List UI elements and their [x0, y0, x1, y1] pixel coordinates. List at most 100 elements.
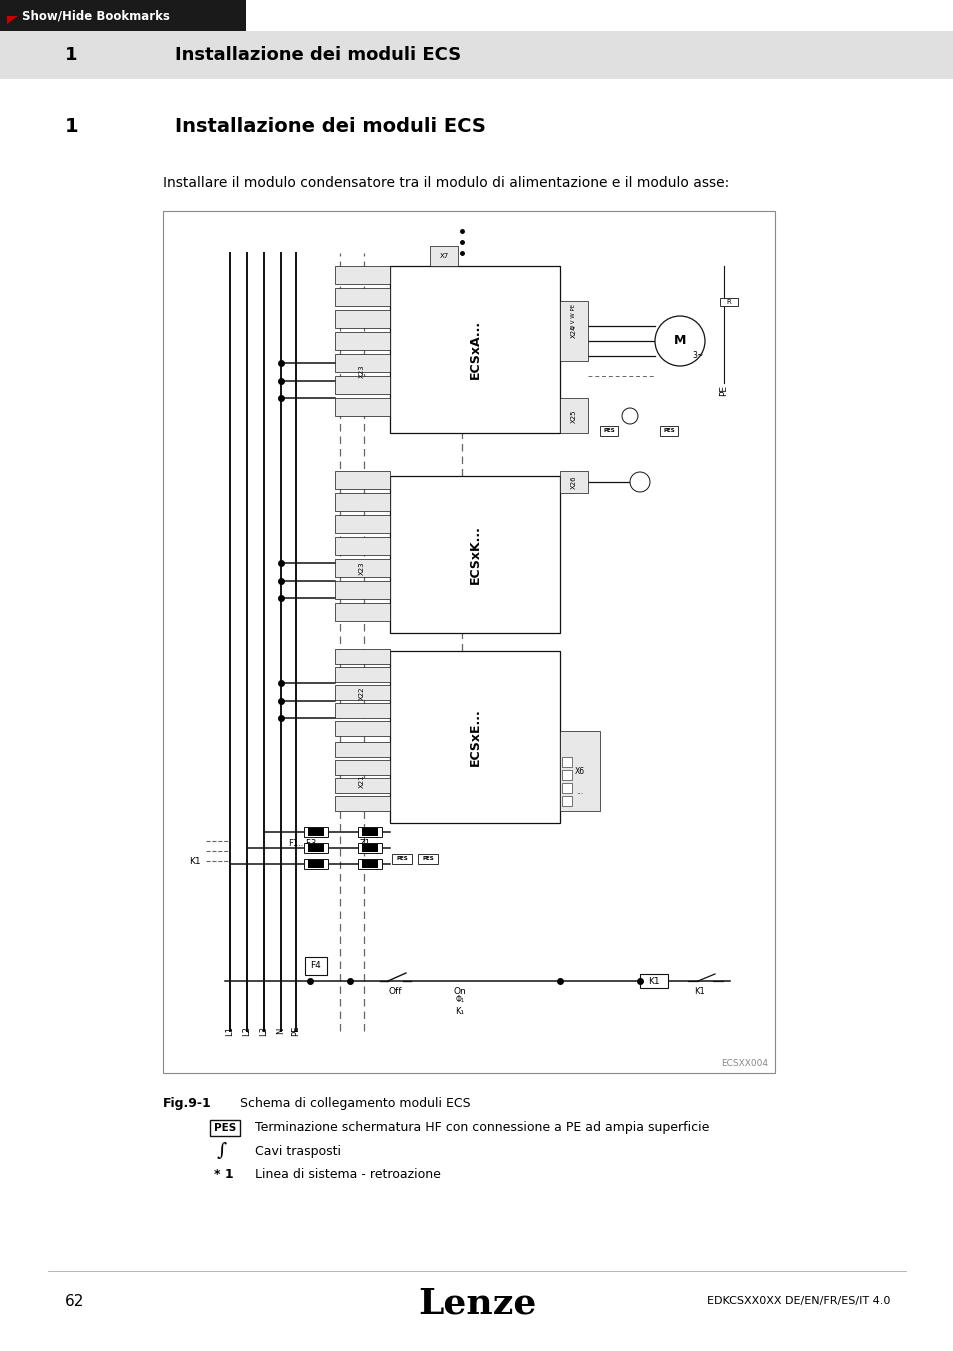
Text: L2: L2 — [242, 1025, 252, 1036]
Bar — [335, 581, 390, 598]
Bar — [335, 266, 390, 284]
Bar — [335, 778, 390, 793]
Text: M: M — [673, 335, 685, 347]
Circle shape — [621, 408, 638, 424]
Text: EDKCSXX0XX DE/EN/FR/ES/IT 4.0: EDKCSXX0XX DE/EN/FR/ES/IT 4.0 — [706, 1296, 889, 1306]
Text: K1: K1 — [189, 857, 200, 866]
Text: ECSXX004: ECSXX004 — [720, 1059, 767, 1069]
Bar — [599, 426, 618, 436]
Text: Fig.9-1: Fig.9-1 — [163, 1097, 212, 1109]
Text: L1: L1 — [225, 1025, 234, 1036]
Bar — [304, 827, 328, 838]
Bar — [559, 471, 587, 493]
Text: F1...F3: F1...F3 — [288, 839, 315, 847]
Text: 3~: 3~ — [691, 350, 702, 359]
Bar — [559, 399, 587, 434]
Bar — [305, 957, 327, 975]
Text: X21: X21 — [358, 774, 365, 788]
Text: R: R — [726, 299, 731, 305]
Text: U V W PE: U V W PE — [571, 304, 576, 328]
Bar — [559, 301, 587, 361]
Bar — [308, 844, 324, 852]
Text: Schema di collegamento moduli ECS: Schema di collegamento moduli ECS — [240, 1097, 470, 1109]
Bar — [335, 685, 390, 700]
Bar — [357, 843, 381, 852]
Text: Installare il modulo condensatore tra il modulo di alimentazione e il modulo ass: Installare il modulo condensatore tra il… — [163, 176, 728, 190]
Bar — [639, 974, 667, 988]
Text: 1: 1 — [65, 46, 77, 63]
Bar — [561, 784, 572, 793]
Text: X26: X26 — [571, 476, 577, 489]
Bar — [335, 603, 390, 621]
Text: Lenze: Lenze — [417, 1286, 536, 1320]
Bar — [734, 490, 752, 821]
Bar — [335, 761, 390, 775]
Bar — [335, 559, 390, 577]
Bar — [163, 211, 774, 1073]
Bar — [361, 844, 377, 852]
Text: L3: L3 — [259, 1025, 268, 1036]
Bar — [335, 742, 390, 757]
Text: * 1: * 1 — [213, 1167, 233, 1181]
Text: PE: PE — [292, 1025, 300, 1036]
Text: X22: X22 — [358, 686, 365, 700]
Text: K1: K1 — [694, 986, 704, 996]
Bar — [335, 703, 390, 717]
Text: On: On — [453, 986, 466, 996]
Bar — [335, 667, 390, 682]
Text: Terminazione schermatura HF con connessione a PE ad ampia superficie: Terminazione schermatura HF con connessi… — [254, 1121, 709, 1135]
Text: Linea di sistema - retroazione: Linea di sistema - retroazione — [254, 1167, 440, 1181]
Bar — [720, 299, 738, 305]
Bar — [335, 536, 390, 555]
Bar — [561, 770, 572, 780]
Text: X23: X23 — [358, 561, 365, 574]
Bar — [335, 515, 390, 534]
Bar — [335, 354, 390, 372]
Text: 1: 1 — [65, 116, 78, 135]
Bar — [430, 246, 457, 266]
Text: F4: F4 — [311, 962, 321, 970]
Bar — [335, 796, 390, 811]
Text: K₁: K₁ — [456, 1006, 464, 1016]
Bar — [308, 861, 324, 867]
Bar — [390, 651, 559, 823]
Text: 62: 62 — [65, 1293, 84, 1309]
Bar — [335, 376, 390, 394]
Text: PES: PES — [395, 857, 408, 862]
Circle shape — [629, 471, 649, 492]
Text: K1: K1 — [647, 977, 659, 985]
Bar — [659, 426, 678, 436]
Bar — [390, 266, 559, 434]
Text: ...: ... — [576, 786, 583, 796]
Bar — [0, 0, 246, 31]
Text: N: N — [276, 1028, 285, 1034]
Text: Φ₁: Φ₁ — [456, 994, 464, 1004]
Circle shape — [655, 316, 704, 366]
Bar — [559, 731, 599, 811]
Text: PES: PES — [602, 428, 615, 434]
Bar — [304, 859, 328, 869]
Text: Show/Hide Bookmarks: Show/Hide Bookmarks — [22, 9, 170, 23]
Text: PE: PE — [719, 385, 728, 396]
Bar — [308, 828, 324, 836]
Text: X25: X25 — [571, 409, 577, 423]
Text: ECSxK...: ECSxK... — [468, 526, 481, 584]
Text: X7: X7 — [439, 253, 448, 259]
Bar — [561, 796, 572, 807]
Bar — [335, 648, 390, 663]
Text: ECSxE...: ECSxE... — [468, 708, 481, 766]
Bar — [335, 288, 390, 305]
Text: PES: PES — [662, 428, 674, 434]
Bar — [361, 861, 377, 867]
Bar — [335, 471, 390, 489]
Text: Off: Off — [388, 986, 401, 996]
Text: X23: X23 — [358, 365, 365, 378]
Text: Installazione dei moduli ECS: Installazione dei moduli ECS — [174, 116, 485, 135]
Bar — [392, 854, 412, 865]
Text: PES: PES — [213, 1123, 236, 1133]
Text: X24: X24 — [571, 324, 577, 338]
Bar — [357, 827, 381, 838]
Bar — [335, 721, 390, 736]
Bar — [417, 854, 437, 865]
Text: ∫: ∫ — [216, 1142, 227, 1161]
